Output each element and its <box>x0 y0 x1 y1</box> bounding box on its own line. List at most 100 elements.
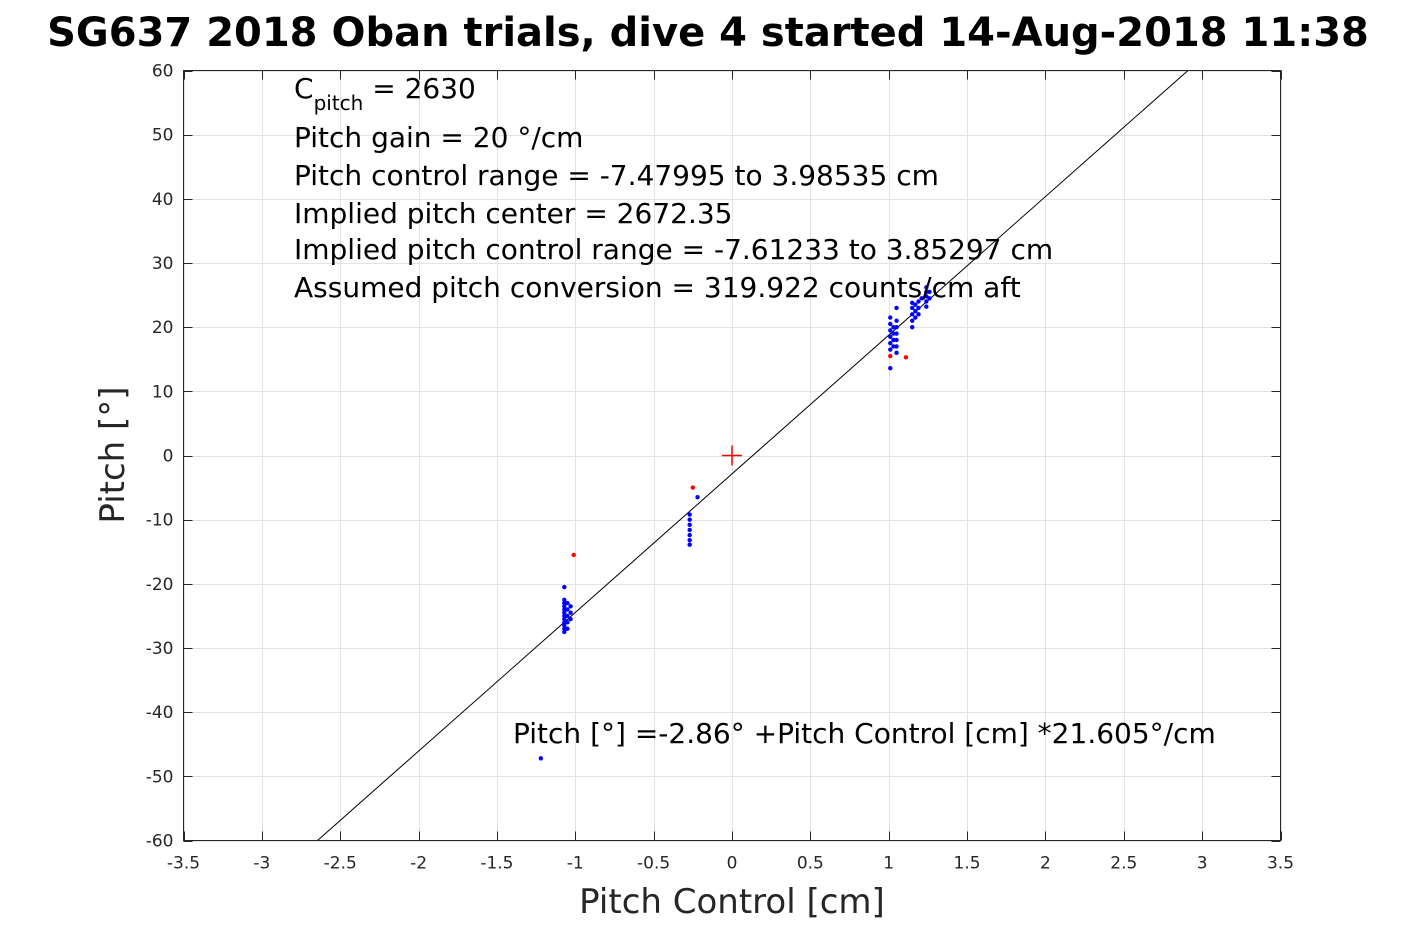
cpitch-annotation: Cpitch = 2630 <box>294 72 476 115</box>
data-point <box>888 334 893 339</box>
y-tick-label: 10 <box>152 382 174 402</box>
data-point <box>562 600 567 606</box>
data-point <box>687 522 692 527</box>
data-point <box>916 305 921 311</box>
implied-pitch-center-annotation: Implied pitch center = 2672.35 <box>294 197 732 230</box>
data-point <box>562 607 567 612</box>
x-tick-label: -3.5 <box>167 854 200 874</box>
data-point <box>919 296 924 301</box>
data-point <box>565 613 570 619</box>
data-point <box>687 512 692 517</box>
data-point <box>910 318 915 323</box>
data-point <box>562 616 567 622</box>
x-tick-label: 1 <box>883 854 894 874</box>
data-point <box>910 324 915 330</box>
data-point <box>924 299 929 304</box>
cpitch-main: C <box>294 72 314 105</box>
data-point <box>894 350 899 356</box>
data-point <box>924 289 929 295</box>
grid-lines <box>183 70 1282 842</box>
y-tick-label: -30 <box>146 639 174 659</box>
data-point <box>927 296 932 301</box>
data-point <box>888 366 893 371</box>
y-tick-label: -50 <box>146 767 174 787</box>
data-point <box>562 629 567 635</box>
y-tick-label: 20 <box>152 318 174 338</box>
y-tick-label: 40 <box>152 190 174 210</box>
data-point <box>910 305 915 311</box>
x-tick-label: -1 <box>567 854 584 874</box>
data-point <box>571 552 576 558</box>
data-point <box>894 305 899 311</box>
data-point <box>565 620 570 625</box>
data-point <box>538 756 544 761</box>
x-tick-label: -2 <box>410 854 427 874</box>
data-point <box>687 517 692 522</box>
data-point <box>562 604 567 609</box>
data-point <box>891 324 896 330</box>
fit-line <box>317 70 1189 841</box>
data-point <box>894 337 899 343</box>
x-tick-label: 3 <box>1197 854 1208 874</box>
data-point <box>924 285 929 290</box>
y-tick-labels: -60 -50 -40 -30 -20 -10 0 10 20 30 40 50 60 <box>146 62 174 852</box>
data-point <box>568 616 573 622</box>
data-point <box>565 600 570 606</box>
y-tick-label: 0 <box>163 447 174 467</box>
data-point <box>916 312 921 317</box>
y-tick-label: 60 <box>152 62 174 82</box>
pitch-conversion-annotation: Assumed pitch conversion = 319.922 count… <box>294 271 1021 304</box>
x-axis-label: Pitch Control [cm] <box>579 882 885 922</box>
x-tick-label: -3 <box>253 854 270 874</box>
x-tick-label: 0.5 <box>797 854 824 874</box>
data-point <box>891 337 896 343</box>
data-point <box>894 331 899 336</box>
data-point <box>562 620 567 625</box>
tick-marks <box>183 70 1282 842</box>
data-point <box>894 324 899 330</box>
x-tick-label: 1.5 <box>954 854 981 874</box>
data-points <box>538 285 932 761</box>
data-point <box>888 321 893 327</box>
cpitch-value: = 2630 <box>363 72 476 105</box>
data-point <box>690 485 696 490</box>
x-tick-label: -0.5 <box>637 854 670 874</box>
pitch-control-range-annotation: Pitch control range = -7.47995 to 3.9853… <box>294 159 939 192</box>
data-point <box>687 538 692 543</box>
data-point <box>891 344 896 349</box>
data-point <box>910 312 915 317</box>
y-tick-label: -20 <box>146 575 174 595</box>
data-point <box>687 542 692 547</box>
data-point <box>888 341 893 346</box>
cpitch-subscript: pitch <box>314 91 364 115</box>
data-point <box>562 613 567 619</box>
data-point <box>888 347 893 352</box>
data-point <box>891 331 896 336</box>
y-tick-label: -40 <box>146 703 174 723</box>
data-point <box>562 623 567 628</box>
data-point <box>687 527 692 533</box>
data-point <box>927 289 932 295</box>
fit-equation-annotation: Pitch [°] =-2.86° +Pitch Control [cm] *2… <box>513 717 1216 750</box>
data-point <box>924 304 929 309</box>
data-point <box>562 597 567 603</box>
x-tick-label: 3.5 <box>1267 854 1294 874</box>
x-tick-label: -2.5 <box>324 854 357 874</box>
data-point <box>562 610 567 615</box>
data-point <box>888 353 893 359</box>
y-axis-label: Pitch [°] <box>93 386 133 523</box>
pitch-gain-annotation: Pitch gain = 20 °/cm <box>294 121 583 154</box>
data-point <box>888 328 893 333</box>
data-point <box>565 626 570 631</box>
data-point <box>565 607 570 612</box>
data-point <box>562 584 567 590</box>
x-tick-label: 0 <box>727 854 738 874</box>
y-tick-label: 50 <box>152 126 174 146</box>
data-point <box>903 355 909 360</box>
data-point <box>888 315 893 320</box>
y-tick-label: -60 <box>146 832 174 852</box>
data-point <box>913 302 918 307</box>
data-point <box>568 610 573 615</box>
center-marker-group <box>722 445 742 466</box>
